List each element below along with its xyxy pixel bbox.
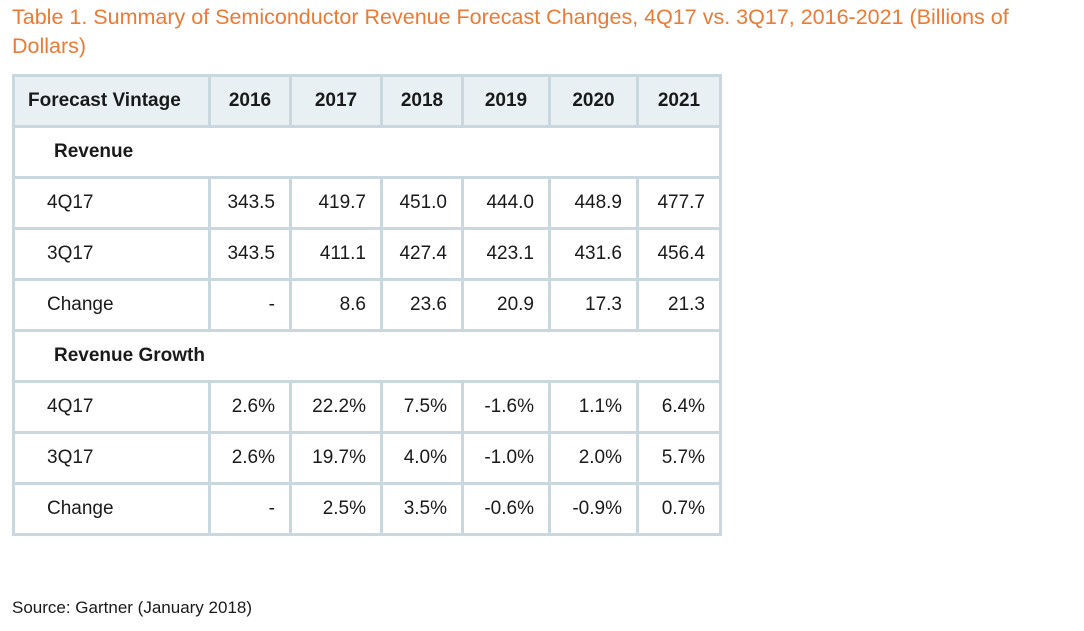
table-cell: 20.9 (461, 278, 551, 332)
table-cell: 2.0% (548, 431, 639, 485)
table-row: 4Q17 2.6% 22.2% 7.5% -1.6% 1.1% 6.4% (12, 380, 722, 434)
table-cell: 3.5% (380, 482, 464, 536)
row-label: 4Q17 (12, 380, 211, 434)
table-cell: 1.1% (548, 380, 639, 434)
table-cell: 22.2% (289, 380, 383, 434)
table-cell: 448.9 (548, 176, 639, 230)
table-cell: 2.5% (289, 482, 383, 536)
table-cell: -0.9% (548, 482, 639, 536)
column-header: 2019 (461, 74, 551, 128)
row-label: Change (12, 278, 211, 332)
column-header: 2017 (289, 74, 383, 128)
table-cell: - (208, 278, 292, 332)
table-cell: 343.5 (208, 176, 292, 230)
table-cell: 19.7% (289, 431, 383, 485)
section-label: Revenue (12, 125, 722, 179)
row-label: Change (12, 482, 211, 536)
table-cell: 444.0 (461, 176, 551, 230)
table-cell: 451.0 (380, 176, 464, 230)
table-cell: -0.6% (461, 482, 551, 536)
table-row: 4Q17 343.5 419.7 451.0 444.0 448.9 477.7 (12, 176, 722, 230)
row-label: 3Q17 (12, 431, 211, 485)
column-header: 2021 (636, 74, 722, 128)
table-cell: -1.0% (461, 431, 551, 485)
table-cell: 2.6% (208, 431, 292, 485)
table-cell: 419.7 (289, 176, 383, 230)
table-row: 3Q17 2.6% 19.7% 4.0% -1.0% 2.0% 5.7% (12, 431, 722, 485)
table-cell: 2.6% (208, 380, 292, 434)
section-row: Revenue (12, 125, 722, 179)
row-label: 3Q17 (12, 227, 211, 281)
table-cell: 8.6 (289, 278, 383, 332)
table-cell: 343.5 (208, 227, 292, 281)
table-cell: 21.3 (636, 278, 722, 332)
column-header: 2016 (208, 74, 292, 128)
revenue-forecast-table: Forecast Vintage 2016 2017 2018 2019 202… (12, 74, 722, 536)
table-cell: 23.6 (380, 278, 464, 332)
source-note: Source: Gartner (January 2018) (12, 598, 253, 617)
header-row: Forecast Vintage 2016 2017 2018 2019 202… (12, 74, 722, 128)
table-cell: 5.7% (636, 431, 722, 485)
column-header: Forecast Vintage (12, 74, 211, 128)
table-title: Table 1. Summary of Semiconductor Revenu… (12, 5, 1009, 58)
section-row: Revenue Growth (12, 329, 722, 383)
table-cell: -1.6% (461, 380, 551, 434)
row-label: 4Q17 (12, 176, 211, 230)
table-row: 3Q17 343.5 411.1 427.4 423.1 431.6 456.4 (12, 227, 722, 281)
table-cell: 7.5% (380, 380, 464, 434)
table-cell: 477.7 (636, 176, 722, 230)
table-cell: 456.4 (636, 227, 722, 281)
table-cell: 6.4% (636, 380, 722, 434)
section-label: Revenue Growth (12, 329, 722, 383)
column-header: 2020 (548, 74, 639, 128)
column-header: 2018 (380, 74, 464, 128)
table-cell: 423.1 (461, 227, 551, 281)
table-cell: 411.1 (289, 227, 383, 281)
table-cell: 431.6 (548, 227, 639, 281)
table-cell: - (208, 482, 292, 536)
table-cell: 427.4 (380, 227, 464, 281)
table-cell: 4.0% (380, 431, 464, 485)
table-row: Change - 8.6 23.6 20.9 17.3 21.3 (12, 278, 722, 332)
table-cell: 17.3 (548, 278, 639, 332)
table-row: Change - 2.5% 3.5% -0.6% -0.9% 0.7% (12, 482, 722, 536)
table-cell: 0.7% (636, 482, 722, 536)
